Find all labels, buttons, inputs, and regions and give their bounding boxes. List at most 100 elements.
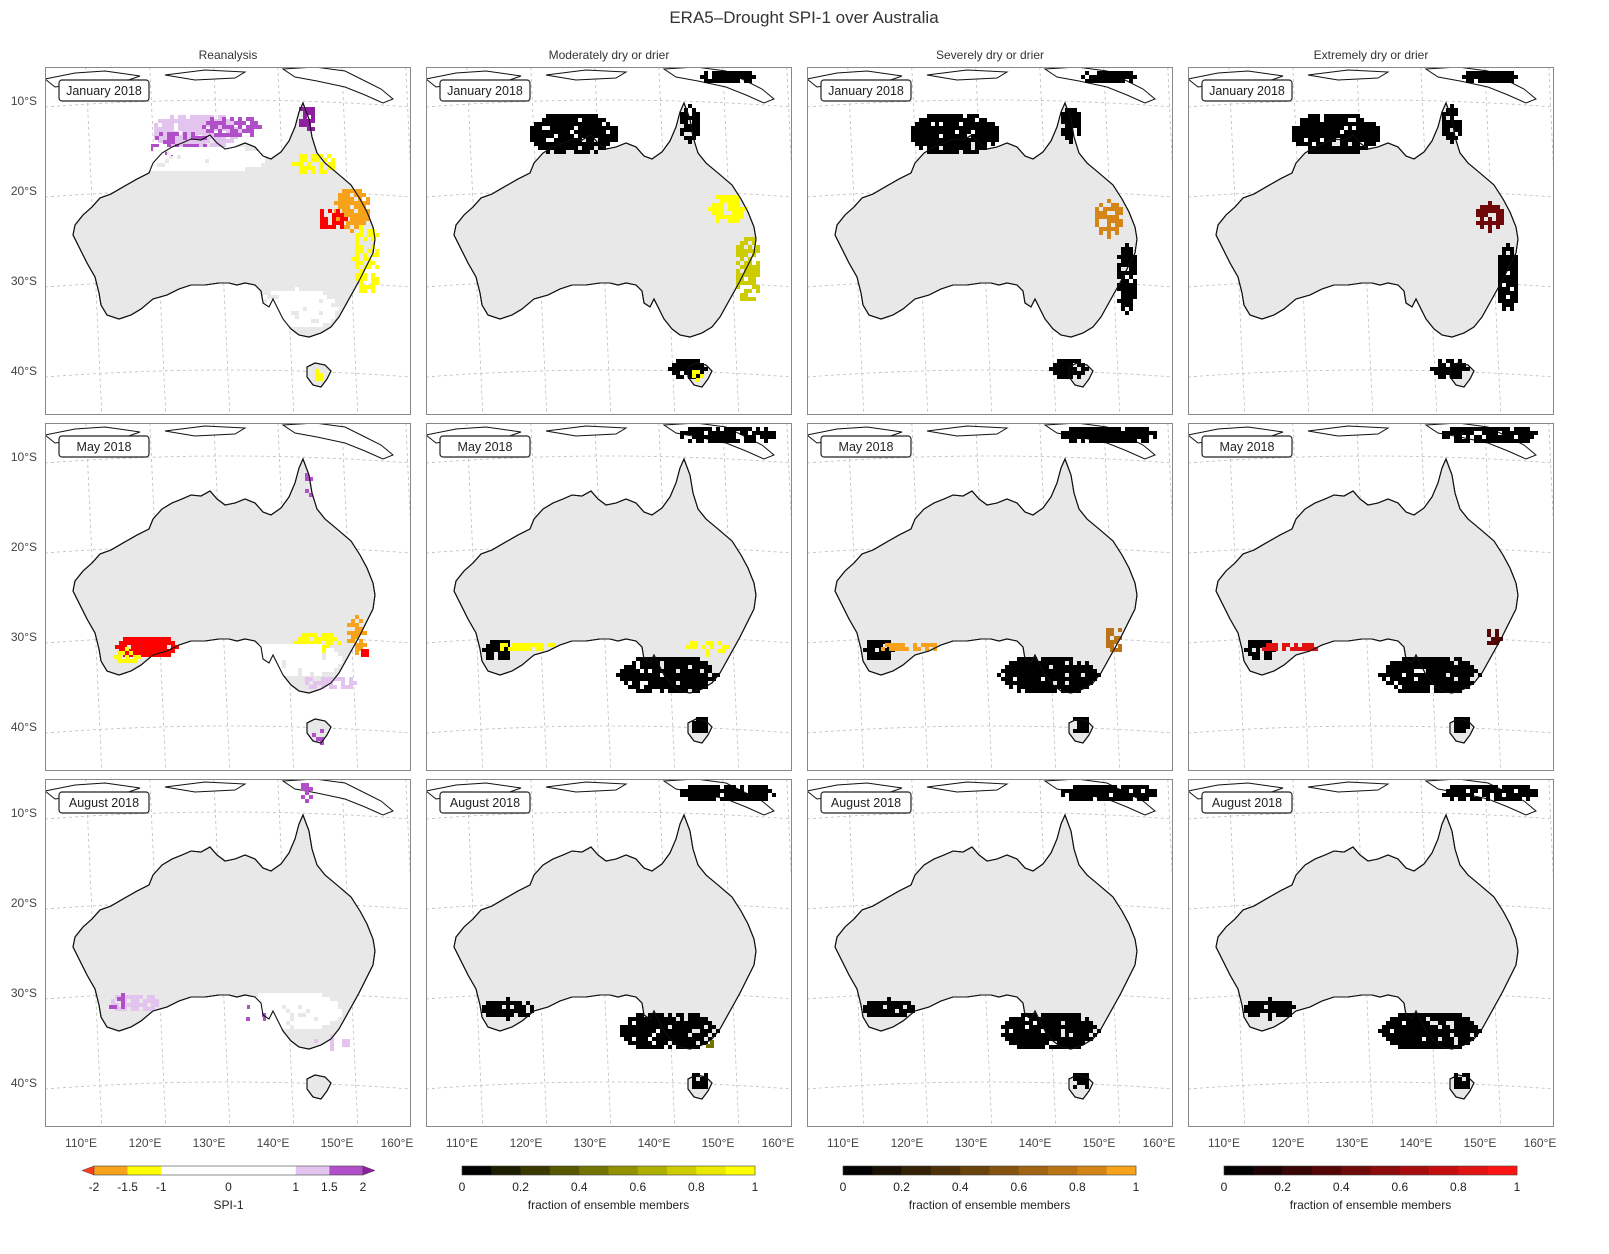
data-cell [282, 1025, 286, 1029]
data-cell [1115, 215, 1119, 219]
data-cell [700, 75, 704, 79]
data-cell [302, 660, 306, 664]
data-cell [194, 127, 198, 131]
data-cell [1458, 1041, 1462, 1045]
data-cell [250, 664, 254, 668]
data-cell [700, 1021, 704, 1025]
data-cell [309, 633, 313, 637]
data-cell [1029, 677, 1033, 681]
data-cell [1394, 665, 1398, 669]
data-cell [1430, 1017, 1434, 1021]
data-cell [1398, 661, 1402, 665]
data-cell [1021, 1033, 1025, 1037]
data-cell [1077, 1021, 1081, 1025]
data-cell [1348, 138, 1352, 142]
data-cell [206, 121, 210, 125]
data-cell [624, 1029, 628, 1033]
data-cell [684, 673, 688, 677]
latitude-gridline [426, 725, 792, 734]
data-cell [266, 1013, 270, 1017]
data-cell [1045, 661, 1049, 665]
data-cell [1514, 279, 1518, 283]
data-cell [1454, 375, 1458, 379]
data-cell [358, 217, 362, 221]
data-cell [728, 435, 732, 439]
data-cell [266, 668, 270, 672]
data-cell [947, 130, 951, 134]
data-cell [1077, 661, 1081, 665]
data-cell [170, 115, 174, 119]
data-cell [255, 307, 259, 311]
data-cell [1458, 1021, 1462, 1025]
data-cell [883, 656, 887, 660]
data-cell [624, 681, 628, 685]
data-cell [574, 150, 578, 154]
longitude-tick-label: 130°E [574, 1136, 607, 1150]
data-cell [1438, 685, 1442, 689]
data-cell [947, 114, 951, 118]
data-cell [696, 116, 700, 120]
data-cell [189, 151, 193, 155]
data-cell [700, 371, 704, 375]
data-cell [1426, 665, 1430, 669]
data-cell [299, 299, 303, 303]
data-cell [740, 265, 744, 269]
data-cell [590, 130, 594, 134]
data-cell [696, 359, 700, 363]
data-cell [748, 797, 752, 801]
data-cell [1466, 1021, 1470, 1025]
data-cell [987, 122, 991, 126]
data-cell [1328, 114, 1332, 118]
data-cell [586, 122, 590, 126]
data-cell [1446, 789, 1450, 793]
data-cell [1502, 259, 1506, 263]
data-cell [967, 122, 971, 126]
data-cell [1085, 71, 1089, 75]
data-cell [1398, 677, 1402, 681]
data-cell [1121, 79, 1125, 83]
data-cell [1398, 1033, 1402, 1037]
data-cell [242, 997, 246, 1001]
island-coastline [281, 423, 394, 460]
data-cell [1121, 307, 1125, 311]
data-cell [684, 1041, 688, 1045]
data-cell [1037, 665, 1041, 669]
data-cell [155, 645, 159, 649]
data-cell [153, 147, 157, 151]
data-cell [692, 431, 696, 435]
data-cell [1248, 1009, 1252, 1013]
data-cell [1488, 221, 1492, 225]
data-cell [355, 651, 359, 655]
data-cell [1149, 431, 1153, 435]
data-cell [1356, 142, 1360, 146]
data-cell [720, 203, 724, 207]
data-cell [1490, 79, 1494, 83]
data-cell [764, 797, 768, 801]
data-cell [1494, 439, 1498, 443]
data-cell [1121, 71, 1125, 75]
data-cell [283, 315, 287, 319]
figure-title: ERA5–Drought SPI-1 over Australia [669, 8, 939, 27]
data-cell [1522, 439, 1526, 443]
data-cell [181, 155, 185, 159]
panel-frame [45, 423, 411, 771]
data-cell [1506, 299, 1510, 303]
data-cell [283, 291, 287, 295]
data-cell [1037, 677, 1041, 681]
data-cell [137, 159, 141, 163]
data-cell [1386, 673, 1390, 677]
data-cell [1518, 793, 1522, 797]
data-cell [341, 685, 345, 689]
data-cell [752, 241, 756, 245]
data-cell [250, 125, 254, 129]
data-cell [258, 672, 262, 676]
data-cell [1454, 124, 1458, 128]
data-cell [275, 319, 279, 323]
data-cell [628, 1037, 632, 1041]
data-cell [287, 323, 291, 327]
data-cell [247, 1005, 251, 1009]
data-cell [1099, 203, 1103, 207]
data-cell [1121, 287, 1125, 291]
data-cell [1514, 439, 1518, 443]
